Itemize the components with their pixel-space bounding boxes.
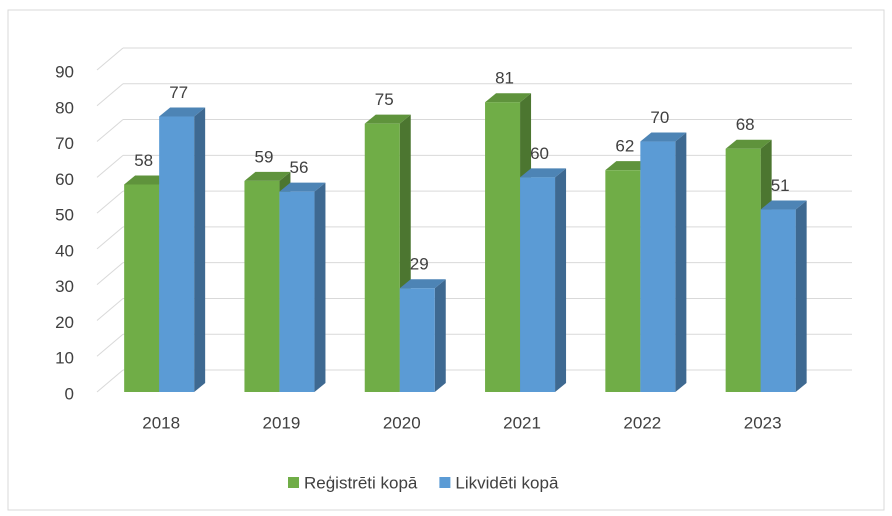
y-tick-label: 10 [55,349,74,368]
data-label: 51 [771,176,790,195]
grid-line-side [96,119,124,142]
bar-top [725,139,772,149]
bar-side [314,182,326,392]
x-tick-label: 2018 [142,413,180,432]
bar-side [795,200,807,392]
x-tick-label: 2022 [623,413,661,432]
data-label: 56 [289,158,308,177]
y-tick-label: 20 [55,313,74,332]
data-label: 70 [650,108,669,127]
data-label: 29 [410,255,429,274]
bar-top [124,175,171,185]
x-tick-label: 2021 [503,413,541,432]
data-label: 62 [615,137,634,156]
bar-side [555,168,567,392]
bar-top [279,182,326,192]
data-label: 77 [169,83,188,102]
bar-top [399,279,446,289]
data-label: 75 [375,90,394,109]
grid-line-side [96,47,124,71]
bar [399,288,435,392]
bar [605,170,641,392]
y-tick-label: 50 [55,206,74,225]
grid-line-side [96,369,124,393]
bar [485,102,521,392]
bar [159,116,195,392]
bar-top [760,200,807,210]
y-tick-label: 30 [55,277,74,296]
bar-top [640,132,687,142]
bar-top [605,161,652,171]
legend-label: Reģistrēti kopā [304,473,418,492]
grid-line-side [96,298,124,321]
data-label: 68 [736,115,755,134]
data-label: 59 [254,147,273,166]
bar-side [194,107,206,392]
bar [520,177,556,392]
bar [364,123,400,393]
y-tick-label: 70 [55,134,74,153]
grid-line-side [96,262,124,286]
grid-line-side [96,154,124,178]
legend-swatch [439,477,451,488]
bar-top [159,107,206,117]
grid-line-side [96,83,124,107]
bar [279,191,315,392]
y-tick-label: 40 [55,241,74,260]
grid-line-side [96,333,124,357]
x-tick-label: 2020 [383,413,421,432]
y-tick-label: 0 [65,384,74,403]
bar-top [364,114,411,124]
bar-side [434,279,446,392]
y-tick-label: 90 [55,62,74,81]
bar [244,180,280,392]
bar [124,184,160,392]
y-tick-label: 80 [55,98,74,117]
grid-line-side [96,190,124,214]
data-label: 58 [134,151,153,170]
bar [725,148,761,392]
bar [640,141,676,392]
data-label: 81 [495,69,514,88]
x-tick-label: 2019 [263,413,301,432]
legend-swatch [288,477,299,488]
bar-top [485,93,532,103]
data-label: 60 [530,144,549,163]
x-tick-label: 2023 [744,413,782,432]
bar-top [244,171,291,181]
legend-label: Likvidēti kopā [455,473,559,492]
bar [760,209,796,392]
bar-top [520,168,567,178]
y-tick-label: 60 [55,170,74,189]
bar-side [675,132,687,393]
grid-line-side [96,226,124,250]
